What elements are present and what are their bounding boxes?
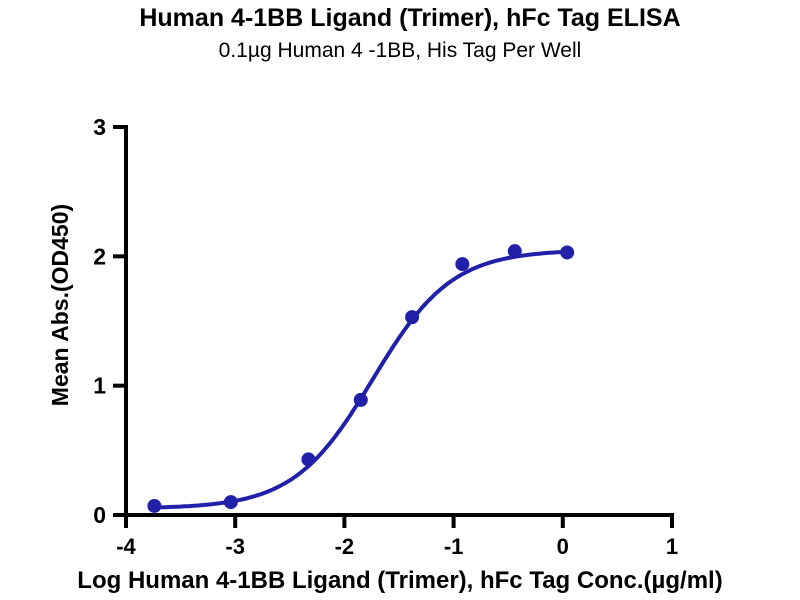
y-axis-label: Mean Abs.(OD450) [47,204,73,406]
data-point [353,392,368,407]
y-tick-label: 2 [93,243,106,269]
x-tick-label: -3 [225,534,245,559]
x-tick-label: -4 [116,534,136,559]
data-point [301,452,316,467]
plot-dynamic-layer: 0 1 2 3 -4 -3 -2 -1 0 1 [93,114,678,559]
fit-curve [152,249,570,510]
data-point [223,495,238,510]
chart-title: Human 4-1BB Ligand (Trimer), hFc Tag ELI… [139,4,680,32]
y-tick-label: 0 [93,502,106,528]
x-axis-label: Log Human 4-1BB Ligand (Trimer), hFc Tag… [77,567,722,594]
data-point [507,244,522,259]
data-point [560,245,575,260]
y-tick-label: 1 [93,373,106,399]
x-tick-label: -2 [335,534,355,559]
data-point [405,310,420,325]
x-tick-label: 0 [557,534,569,559]
x-tick-label: -1 [444,534,464,559]
y-tick-label: 3 [93,114,106,140]
data-point [455,257,470,272]
chart-subtitle: 0.1µg Human 4 -1BB, His Tag Per Well [219,39,582,62]
data-point [147,498,162,513]
x-tick-label: 1 [666,534,678,559]
